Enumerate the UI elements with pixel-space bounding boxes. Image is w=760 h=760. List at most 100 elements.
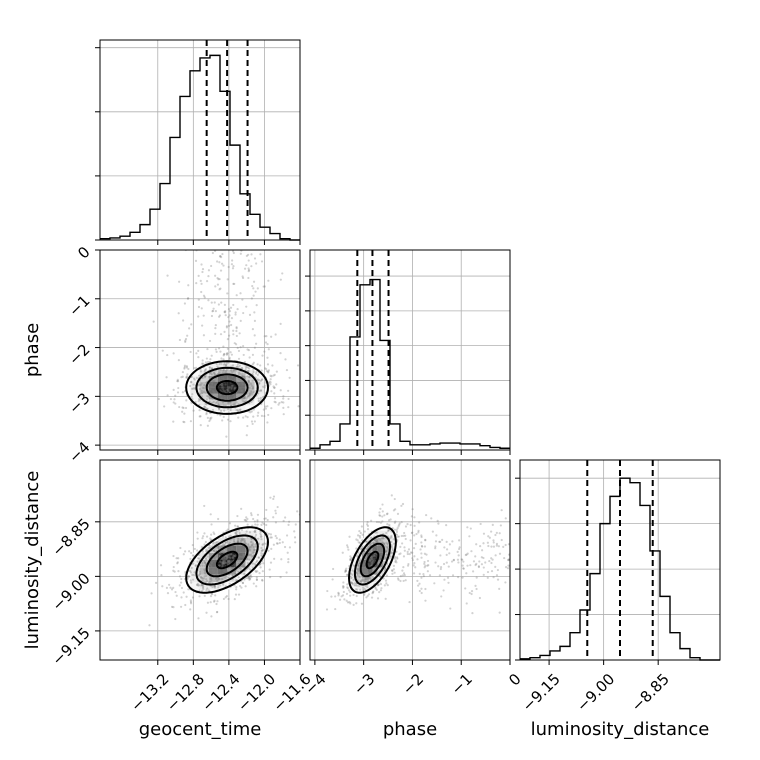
density-cell [254, 369, 264, 376]
sample-point [194, 400, 197, 403]
sample-point [216, 545, 220, 548]
sample-point [228, 559, 231, 563]
density-cell [208, 567, 218, 575]
sample-point [165, 376, 168, 379]
sample-point [201, 359, 204, 362]
sample-point [239, 387, 242, 390]
sample-point [438, 574, 441, 577]
sample-point [172, 554, 175, 558]
sample-point [293, 536, 297, 539]
sample-point [198, 595, 201, 598]
sample-point [189, 608, 192, 611]
sample-point [398, 553, 401, 556]
sample-point [462, 567, 465, 570]
sample-point [267, 279, 270, 282]
sample-point [376, 531, 379, 534]
sample-point [197, 384, 200, 387]
sample-point [390, 545, 393, 548]
sample-point [253, 311, 256, 314]
sample-point [395, 550, 398, 553]
sample-point [261, 396, 265, 399]
sample-point [504, 581, 507, 584]
sample-point [247, 259, 250, 262]
sample-point [412, 564, 415, 567]
sample-point [177, 570, 180, 573]
sample-point [369, 536, 372, 539]
sample-point [352, 593, 355, 597]
sample-point [264, 407, 267, 410]
sample-point [293, 530, 296, 533]
sample-point [231, 259, 234, 262]
sample-point [223, 409, 226, 412]
sample-point [274, 512, 277, 515]
sample-point [414, 566, 417, 569]
sample-point [439, 567, 442, 571]
sample-point [260, 523, 263, 527]
density-cell [372, 545, 378, 553]
sample-point [241, 381, 244, 384]
sample-point [221, 577, 224, 580]
sample-point [216, 283, 220, 286]
sample-point [349, 594, 352, 597]
density-cell [190, 393, 200, 400]
sample-point [223, 311, 227, 314]
sample-point [235, 343, 238, 346]
sample-point [265, 523, 268, 527]
sample-point [251, 328, 254, 331]
sample-point [219, 561, 223, 564]
sample-point [394, 559, 397, 562]
sample-point [365, 596, 368, 599]
sample-point [237, 546, 240, 549]
sample-point [497, 545, 500, 548]
sample-point [506, 567, 510, 570]
density-cell [245, 393, 255, 400]
sample-point [267, 532, 271, 535]
sample-point [357, 568, 360, 571]
sample-point [227, 315, 230, 319]
density-cell [208, 405, 218, 412]
sample-point [172, 606, 175, 609]
sample-point [287, 406, 290, 409]
sample-point [259, 253, 262, 256]
sample-point [378, 511, 381, 514]
sample-point [420, 552, 423, 555]
sample-point [253, 562, 256, 565]
sample-point [230, 548, 233, 551]
sample-point [226, 555, 229, 559]
sample-point [356, 564, 359, 567]
sample-point [243, 554, 246, 557]
sample-point [208, 366, 212, 369]
sample-point [334, 595, 337, 598]
sample-point [225, 556, 229, 559]
sample-point [233, 598, 236, 601]
sample-point [261, 570, 264, 573]
sample-point [212, 571, 216, 574]
sample-point [247, 369, 250, 373]
panel-frame [309, 249, 511, 451]
sample-point [369, 542, 372, 545]
sample-point [366, 521, 369, 524]
sample-point [389, 536, 392, 539]
sample-point [262, 385, 265, 388]
sample-point [234, 311, 237, 314]
sample-point [260, 260, 264, 263]
sample-point [269, 536, 272, 539]
sample-point [287, 389, 290, 392]
sample-point [200, 545, 204, 549]
sample-point [205, 357, 208, 360]
sample-point [172, 401, 175, 404]
sample-point [351, 582, 354, 586]
sample-point [214, 558, 217, 561]
sample-point [211, 380, 214, 383]
sample-point [382, 536, 385, 539]
sample-point [241, 581, 245, 585]
sample-point [233, 387, 236, 391]
sample-point [245, 516, 248, 519]
sample-point [263, 386, 266, 389]
sample-point [423, 545, 427, 548]
sample-point [264, 384, 267, 387]
density-cell [351, 582, 357, 590]
sample-point [207, 269, 211, 272]
sample-point [240, 507, 243, 510]
sample-point [187, 574, 190, 578]
